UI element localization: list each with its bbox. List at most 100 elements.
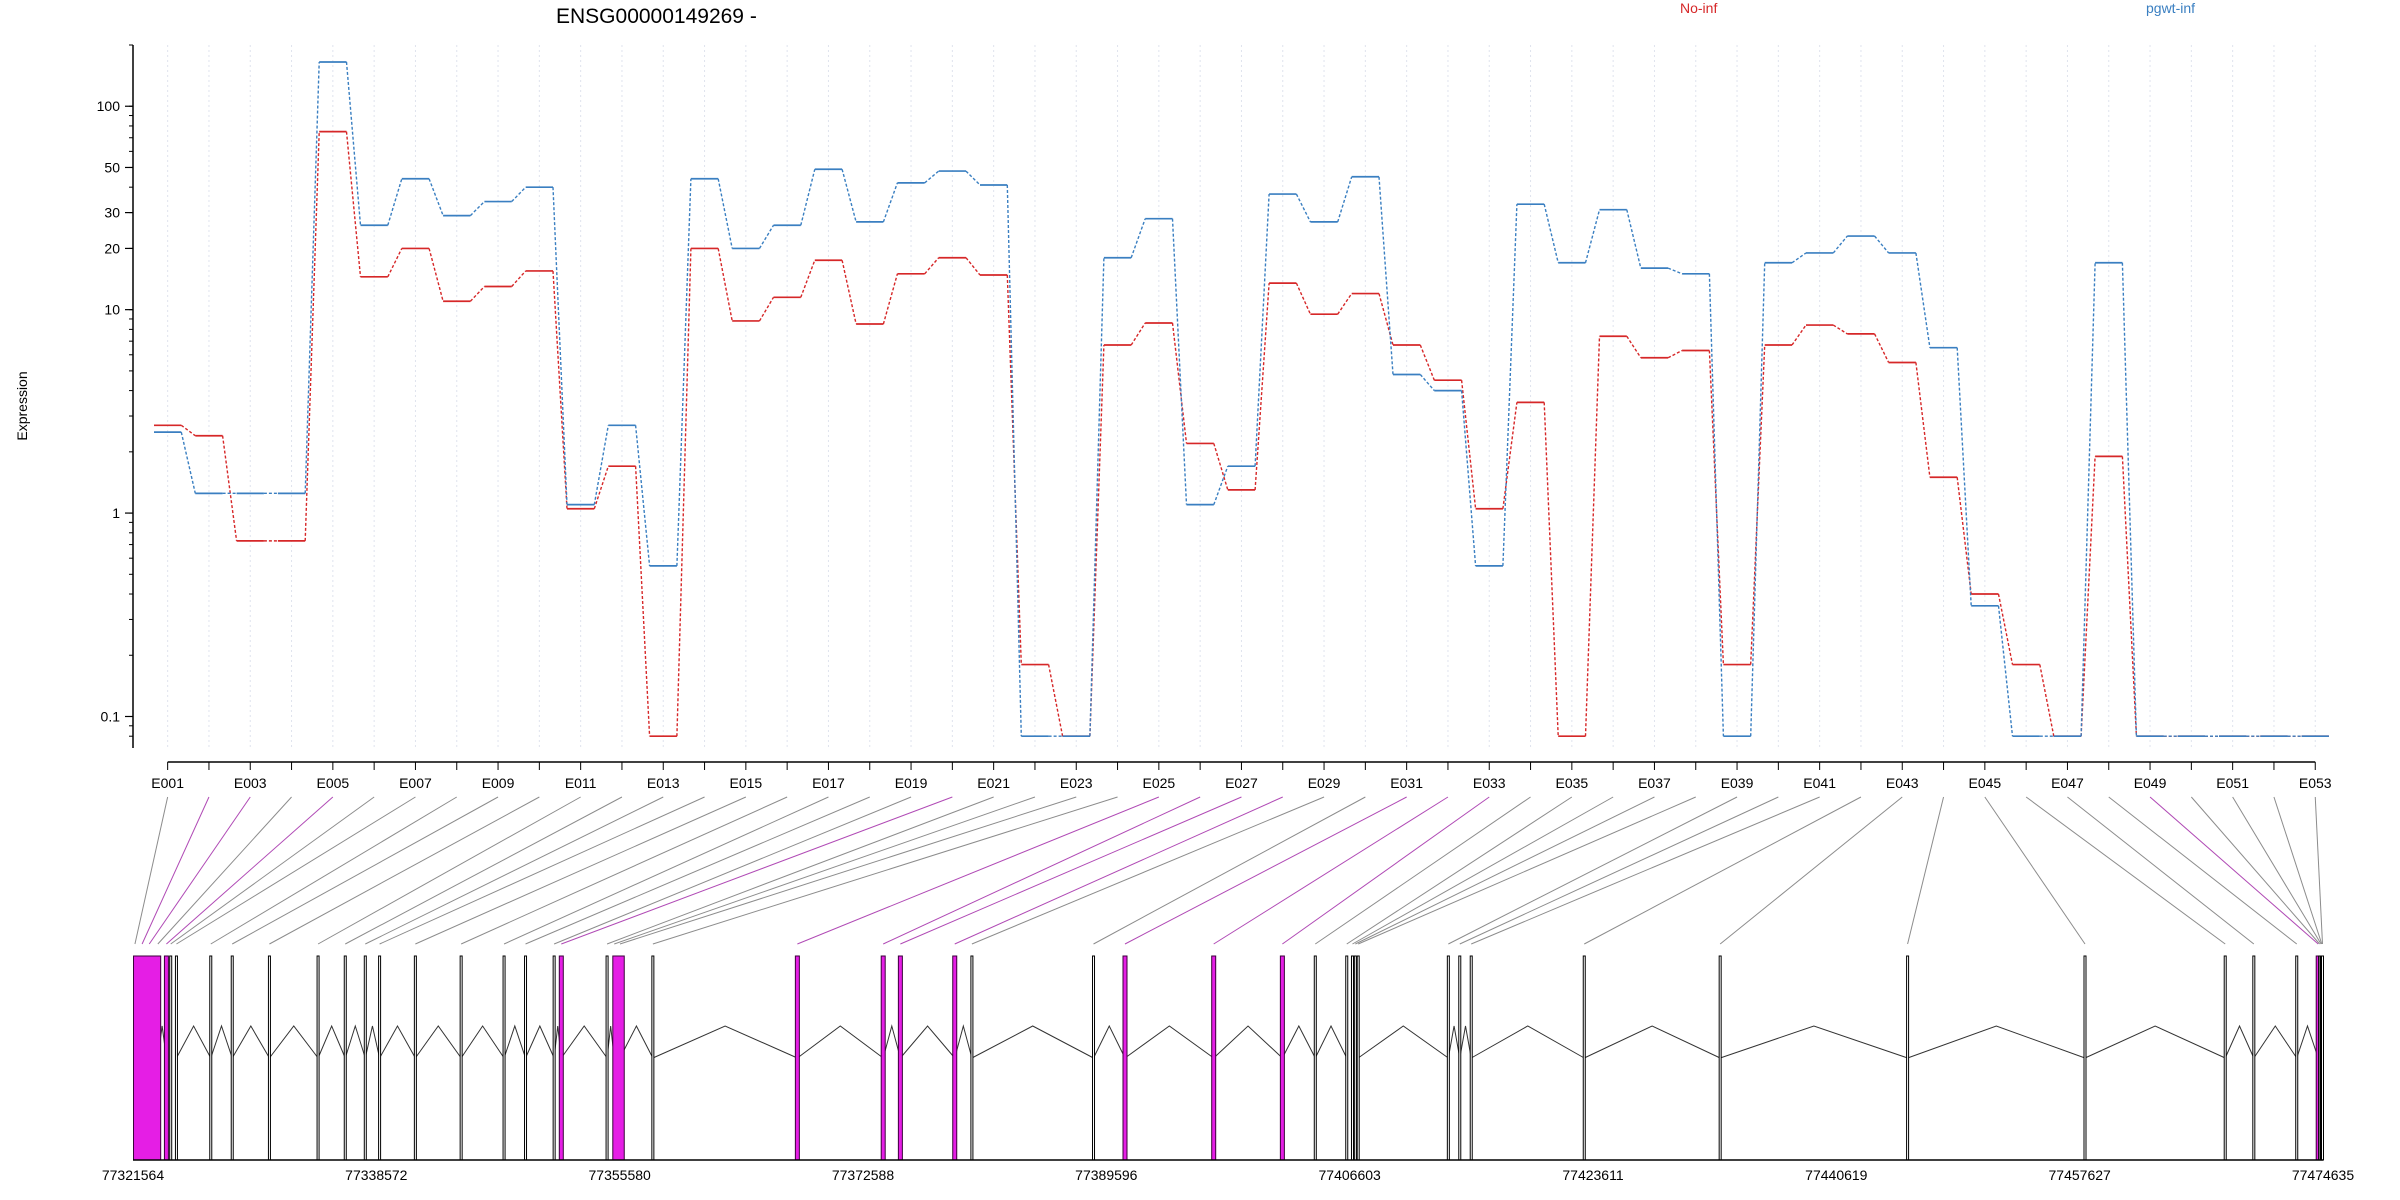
genomic-tick-label: 77474635 bbox=[2292, 1167, 2355, 1183]
exon-E013 bbox=[363, 955, 367, 1161]
step-No-inf-E026 bbox=[1213, 443, 1229, 491]
step-No-inf-E009 bbox=[511, 270, 527, 287]
step-pgwt-inf-E007 bbox=[428, 178, 444, 216]
intron bbox=[525, 1024, 555, 1059]
x-tick-label-E051: E051 bbox=[2216, 775, 2249, 791]
exon-E043 bbox=[1718, 955, 1722, 1161]
exon-cluster-highlight bbox=[133, 955, 162, 1161]
step-No-inf-E036 bbox=[1626, 335, 1642, 359]
connector-E008 bbox=[210, 796, 458, 945]
step-No-inf-E025 bbox=[1171, 322, 1188, 444]
exon-E044 bbox=[1906, 955, 1910, 1161]
step-No-inf-E005 bbox=[345, 131, 362, 277]
y-tick-label: 30 bbox=[104, 205, 120, 221]
x-tick-label-E047: E047 bbox=[2051, 775, 2084, 791]
intron bbox=[1093, 1024, 1126, 1059]
chart-title: ENSG00000149269 - bbox=[556, 5, 757, 28]
step-pgwt-inf-E037 bbox=[1667, 267, 1683, 275]
connector-E010 bbox=[269, 796, 540, 945]
step-pgwt-inf-E008 bbox=[469, 201, 485, 217]
exon-E045 bbox=[2083, 955, 2087, 1161]
exon-E036 bbox=[1350, 955, 1354, 1161]
connector-E018 bbox=[525, 796, 870, 945]
connector-E052 bbox=[2273, 796, 2323, 945]
connector-E014 bbox=[379, 796, 705, 945]
step-No-inf-E012 bbox=[634, 466, 651, 737]
exon-E039 bbox=[1446, 955, 1450, 1161]
genomic-tick-label: 77321564 bbox=[102, 1167, 165, 1183]
step-pgwt-inf-E004 bbox=[304, 61, 320, 494]
intron bbox=[317, 1024, 346, 1059]
exon-E018 bbox=[524, 955, 528, 1161]
intron bbox=[1213, 1025, 1283, 1059]
step-No-inf-E011 bbox=[593, 465, 609, 509]
step-No-inf-E028 bbox=[1295, 282, 1312, 315]
exon-connectors bbox=[134, 796, 2323, 945]
step-pgwt-inf-E039 bbox=[1750, 262, 1766, 737]
exon-E024 bbox=[651, 955, 655, 1161]
exon-E040 bbox=[1458, 955, 1462, 1161]
step-pgwt-inf-E005 bbox=[345, 61, 362, 226]
x-tick-label-E015: E015 bbox=[729, 775, 762, 791]
step-pgwt-inf-E025 bbox=[1171, 218, 1188, 505]
connector-E016 bbox=[460, 796, 788, 945]
connector-E045 bbox=[1984, 796, 2086, 945]
connector-E028 bbox=[954, 796, 1283, 945]
step-No-inf-E048 bbox=[2121, 456, 2138, 737]
step-pgwt-inf-E018 bbox=[882, 182, 899, 223]
x-tick-label-E043: E043 bbox=[1886, 775, 1919, 791]
x-tick-label-E009: E009 bbox=[482, 775, 515, 791]
exon-E017 bbox=[502, 955, 506, 1161]
connector-E002 bbox=[141, 796, 210, 945]
exon-E006 bbox=[169, 955, 173, 1161]
exon-E009 bbox=[230, 955, 234, 1161]
connector-E033 bbox=[1282, 796, 1490, 945]
series-No-inf bbox=[154, 130, 2329, 738]
step-pgwt-inf-E011 bbox=[593, 425, 609, 505]
y-tick-label: 50 bbox=[104, 159, 120, 175]
connector-E039 bbox=[1448, 796, 1738, 945]
connector-E009 bbox=[231, 796, 499, 945]
connector-E051 bbox=[2232, 796, 2322, 945]
connector-E021 bbox=[606, 796, 994, 945]
step-pgwt-inf-E035 bbox=[1584, 209, 1601, 263]
step-pgwt-inf-E028 bbox=[1295, 193, 1312, 223]
exon-E048 bbox=[2295, 955, 2299, 1161]
step-No-inf-E023 bbox=[1089, 345, 1105, 737]
x-tick-label-E023: E023 bbox=[1060, 775, 1093, 791]
step-No-inf-E022 bbox=[1047, 664, 1064, 737]
intron bbox=[652, 1025, 798, 1059]
connector-E032 bbox=[1213, 796, 1449, 945]
intron bbox=[1459, 1025, 1472, 1059]
genomic-tick-label: 77406603 bbox=[1319, 1167, 1382, 1183]
y-tick-label: 100 bbox=[97, 98, 121, 114]
gridlines bbox=[167, 45, 2316, 748]
connector-E013 bbox=[365, 796, 664, 945]
x-tick-label-E029: E029 bbox=[1308, 775, 1341, 791]
step-pgwt-inf-E021 bbox=[1006, 184, 1022, 737]
intron bbox=[882, 1024, 901, 1059]
step-pgwt-inf-E012 bbox=[634, 425, 651, 566]
x-tick-label-E045: E045 bbox=[1968, 775, 2001, 791]
step-No-inf-E015 bbox=[758, 296, 775, 322]
connector-E048 bbox=[2108, 796, 2298, 945]
intron bbox=[2224, 1024, 2255, 1059]
step-pgwt-inf-E034 bbox=[1543, 204, 1559, 263]
step-pgwt-inf-E030 bbox=[1378, 176, 1394, 375]
intron bbox=[175, 1024, 212, 1059]
legend-no-inf: No-inf bbox=[1680, 0, 1717, 16]
y-axis-label: Expression bbox=[14, 371, 30, 440]
exon-E014 bbox=[378, 955, 382, 1161]
intron bbox=[1281, 1024, 1316, 1059]
connector-E027 bbox=[900, 796, 1242, 945]
exon-E025 bbox=[794, 955, 800, 1161]
step-No-inf-E014 bbox=[717, 248, 733, 322]
step-pgwt-inf-E013 bbox=[676, 178, 692, 566]
intron bbox=[210, 1024, 233, 1059]
intron bbox=[1447, 1025, 1461, 1059]
intron bbox=[560, 1025, 608, 1059]
connector-E041 bbox=[1471, 796, 1820, 945]
intron bbox=[460, 1025, 505, 1059]
step-pgwt-inf-E043 bbox=[1915, 252, 1931, 348]
exon-E031 bbox=[1122, 955, 1128, 1161]
